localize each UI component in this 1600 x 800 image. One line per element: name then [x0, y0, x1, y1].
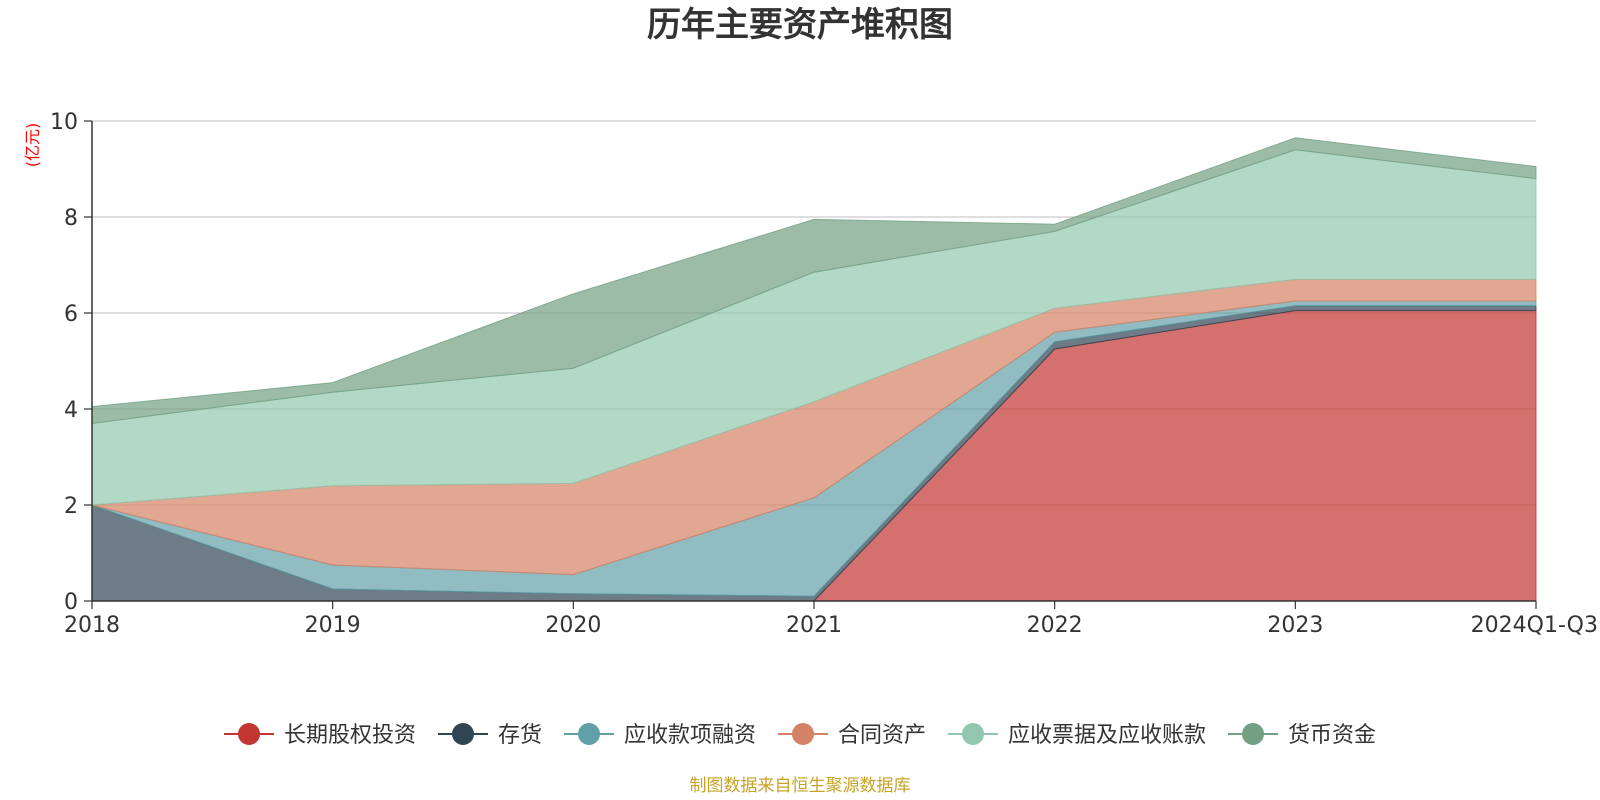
y-tick-label: 10 [50, 110, 78, 135]
legend-item: 应收款项融资 [564, 723, 756, 748]
area-series-group [91, 137, 1537, 602]
y-tick-label: 0 [64, 590, 78, 615]
legend-marker [452, 723, 474, 745]
legend-label: 合同资产 [838, 723, 926, 748]
legend-item: 长期股权投资 [224, 723, 416, 748]
legend-item: 合同资产 [778, 723, 926, 748]
legend-label: 应收款项融资 [624, 723, 756, 748]
legend-item: 存货 [438, 723, 542, 748]
y-tick-label: 4 [64, 398, 78, 423]
legend: 长期股权投资 存货 应收款项融资 合同资产 应收票据及应收账款 货币资金 [224, 723, 1376, 748]
legend-label: 长期股权投资 [284, 723, 416, 748]
y-tick-label: 6 [64, 302, 78, 327]
area-series [91, 137, 1537, 424]
legend-item: 应收票据及应收账款 [948, 723, 1206, 748]
legend-marker [962, 723, 984, 745]
x-tick-label: 2018 [64, 613, 120, 638]
chart-title: 历年主要资产堆积图 [647, 5, 953, 45]
legend-item: 货币资金 [1228, 723, 1376, 748]
x-tick-label: 2020 [545, 613, 601, 638]
legend-marker [1242, 723, 1264, 745]
y-tick-label: 8 [64, 206, 78, 231]
source-note: 制图数据来自恒生聚源数据库 [690, 776, 911, 796]
x-tick-label: 2022 [1027, 613, 1083, 638]
x-tick-label: 2019 [305, 613, 361, 638]
axes: 0 2 4 6 8 10 2018 2019 2020 2021 2022 2023 2024Q1-Q3 [50, 110, 1598, 638]
legend-marker [238, 723, 260, 745]
x-tick-label: 2023 [1267, 613, 1323, 638]
legend-marker [578, 723, 600, 745]
legend-label: 货币资金 [1288, 723, 1376, 748]
x-tick-label: 2024Q1-Q3 [1471, 613, 1598, 638]
legend-marker [792, 723, 814, 745]
legend-label: 应收票据及应收账款 [1008, 723, 1206, 748]
x-tick-label: 2021 [786, 613, 842, 638]
y-axis-unit-label: (亿元) [23, 123, 42, 168]
y-tick-label: 2 [64, 494, 78, 519]
legend-label: 存货 [498, 723, 542, 748]
